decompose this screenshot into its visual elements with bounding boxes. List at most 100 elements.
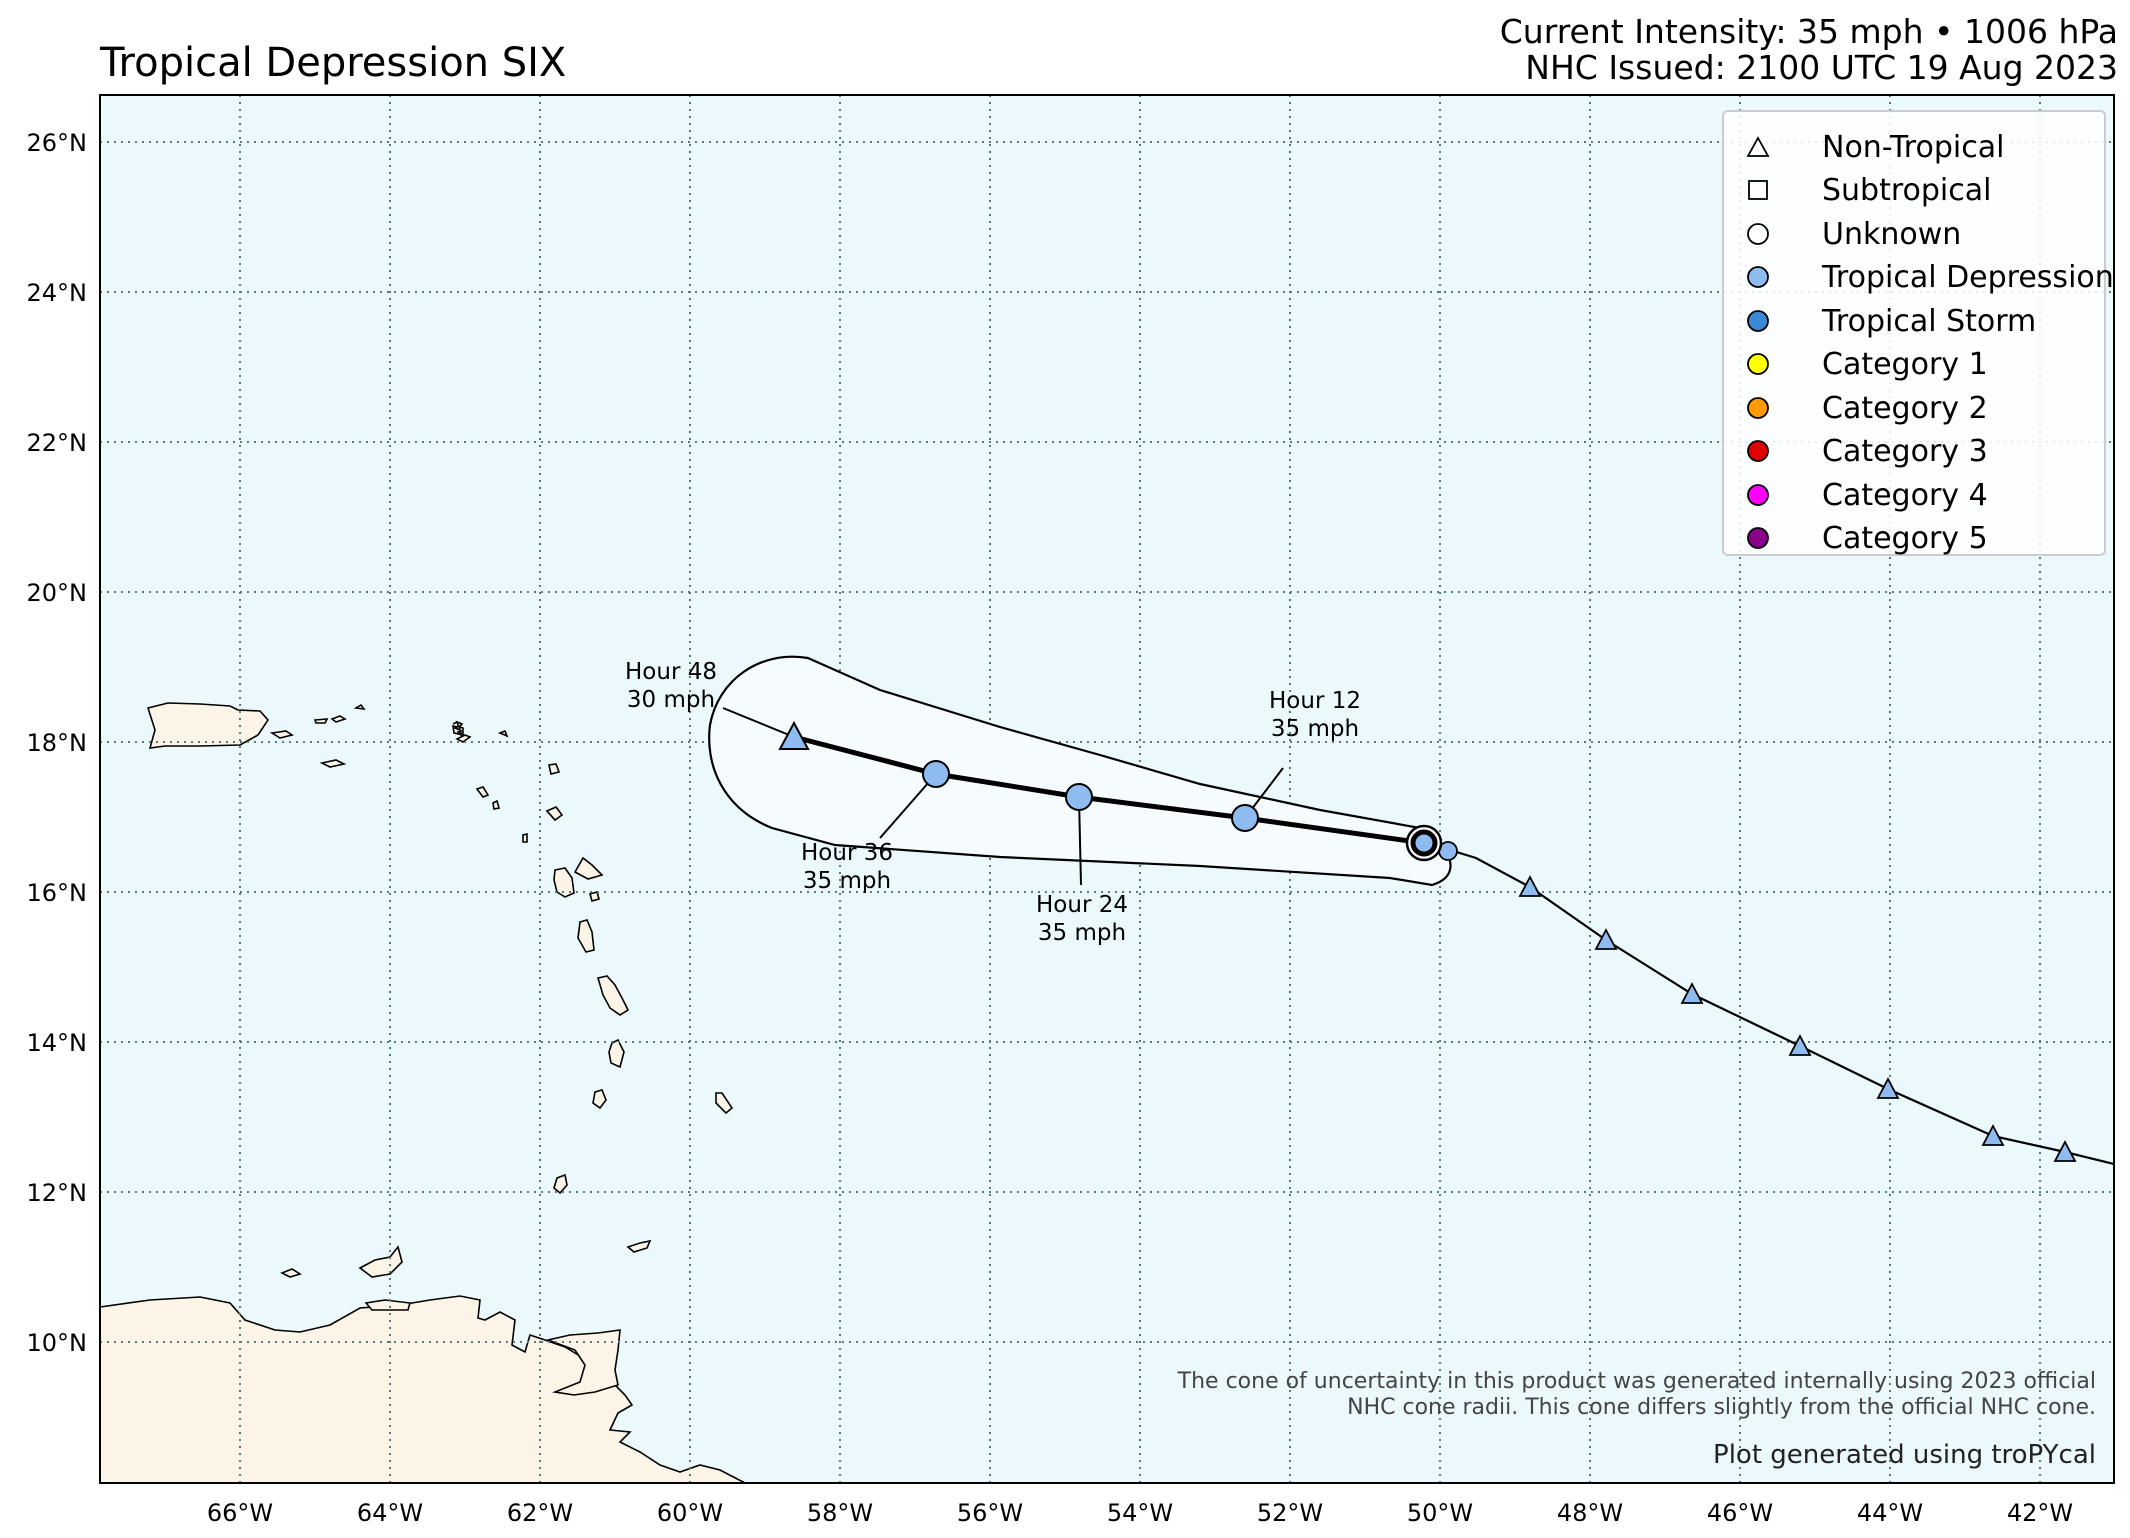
forecast-label-hour: Hour 24 [1036,892,1128,918]
latitude-tick-label: 10°N [27,1329,88,1357]
longitude-tick-label: 58°W [807,1499,873,1527]
longitude-tick-label: 50°W [1407,1499,1473,1527]
legend-label: Category 5 [1822,520,1988,556]
legend-label: Category 2 [1822,390,1988,426]
current-intensity: Current Intensity: 35 mph • 1006 hPa [1499,12,2118,51]
past-track-markers [1438,841,2077,1162]
past-point-marker [1981,1124,2005,1146]
island-islets [497,729,509,738]
forecast-labels: Hour 12 35 mph Hour 24 35 mph Hour 36 35… [625,659,1361,946]
past-point-marker [1788,1034,1812,1056]
legend-label: Category 3 [1822,433,1988,469]
legend-label: Category 1 [1822,346,1988,382]
circle-icon [1747,266,1769,288]
past-point-marker [1680,982,1704,1004]
longitude-tick-label: 66°W [207,1499,273,1527]
legend-label: Tropical Depression [1822,259,2114,295]
island-st-martin [455,720,472,743]
forecast-label-hour: Hour 12 [1269,688,1361,714]
circle-icon [1747,353,1769,375]
square-icon [1748,180,1768,200]
circle-icon [1747,440,1769,462]
latitude-tick-label: 14°N [27,1029,88,1057]
legend-label: Subtropical [1822,172,1992,208]
forecast-label-wind: 35 mph [1271,716,1359,742]
island-st-kitts [475,786,501,810]
longitude-labels: 66°W 64°W 62°W 60°W 58°W 56°W 54°W 52°W 50°W 48°W… [207,1499,2073,1527]
forecast-label-hour: Hour 48 [625,659,717,685]
map-title: Tropical Depression SIX [100,40,567,86]
island-grenada [553,1173,568,1195]
latitude-labels: 26°N 24°N 22°N 20°N 18°N 16°N 14°N 12°N 10°N [27,129,88,1357]
forecast-cone [708,655,1452,887]
triangle-icon [1746,136,1770,157]
plot-credit: Plot generated using troPYcal [1713,1440,2096,1470]
issued-time: NHC Issued: 2100 UTC 19 Aug 2023 [1525,48,2118,87]
forecast-label-hour: Hour 36 [801,840,893,866]
circle-icon [1747,484,1769,506]
legend-label: Unknown [1822,216,1962,252]
island-st-vincent [592,1089,607,1110]
island-puerto-rico [146,702,270,749]
past-point-marker [2053,1140,2077,1162]
forecast-label-wind: 35 mph [1038,920,1126,946]
island-coche [364,1299,412,1311]
island-st-lucia [608,1038,625,1069]
forecast-markers [778,720,1259,832]
longitude-tick-label: 54°W [1107,1499,1173,1527]
island-tobago [626,1239,652,1253]
forecast-point-hour-24 [1065,783,1093,811]
circle-icon [1747,397,1769,419]
island-montserrat [522,832,528,843]
legend-label: Non-Tropical [1822,129,2005,165]
circle-icon [1747,310,1769,332]
forecast-point-hour-36 [922,760,950,788]
past-point-marker [1876,1077,1900,1099]
latitude-tick-label: 12°N [27,1179,88,1207]
longitude-tick-label: 42°W [2007,1499,2073,1527]
latitude-tick-label: 26°N [27,129,88,157]
island-vieques [269,730,294,739]
longitude-tick-label: 46°W [1707,1499,1773,1527]
island-barbados [715,1092,734,1115]
cone-note-line-1: The cone of uncertainty in this product … [1177,1369,2096,1394]
latitude-tick-label: 20°N [27,579,88,607]
forecast-point-hour-48 [778,720,810,750]
island-mona [452,721,458,725]
forecast-label-wind: 35 mph [803,868,891,894]
island-sombrero [453,724,462,732]
island-barbuda [548,763,561,775]
island-vi-1 [313,718,329,724]
latitude-tick-label: 22°N [27,429,88,457]
legend: Non-Tropical Subtropical Unknown Tropica… [1722,110,2114,556]
circle-icon [1747,223,1769,245]
latitude-tick-label: 24°N [27,279,88,307]
legend-label: Category 4 [1822,477,1988,513]
longitude-tick-label: 52°W [1257,1499,1323,1527]
island-saba [456,729,462,737]
island-vi-2 [330,715,347,723]
island-martinique [596,975,630,1016]
past-point-marker [1594,928,1618,950]
latitude-tick-label: 18°N [27,729,88,757]
island-vi-3 [353,703,366,711]
longitude-tick-label: 48°W [1557,1499,1623,1527]
plot-frame [99,94,2115,1484]
island-st-croix [319,759,347,768]
longitude-tick-label: 62°W [507,1499,573,1527]
forecast-point-hour-12 [1231,804,1259,832]
island-marie-galante [589,891,600,902]
island-trinidad [545,1329,621,1396]
island-dominica [577,919,595,953]
island-antigua [545,806,564,822]
longitude-tick-label: 44°W [1857,1499,1923,1527]
cone-note-line-2: NHC cone radii. This cone differs slight… [1347,1395,2096,1420]
legend-label: Tropical Storm [1822,303,2037,339]
longitude-tick-label: 64°W [357,1499,423,1527]
island-tortuga [280,1268,302,1278]
forecast-label-wind: 30 mph [627,687,715,713]
circle-icon [1747,527,1769,549]
longitude-tick-label: 56°W [957,1499,1023,1527]
longitude-tick-label: 60°W [657,1499,723,1527]
island-guadeloupe [553,856,604,898]
